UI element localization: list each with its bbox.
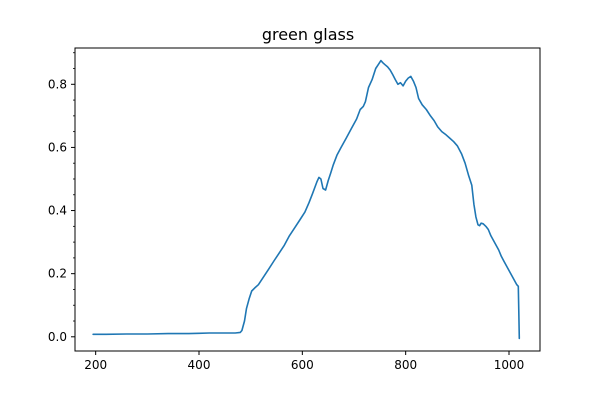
y-tick-label: 0.2 — [48, 267, 67, 281]
chart-title: green glass — [262, 25, 354, 44]
y-tick-label: 0.4 — [48, 204, 67, 218]
x-tick-label: 200 — [84, 358, 107, 372]
plot-area: 200 400 600 800 1000 0.0 0.2 0.4 0.6 0.8 — [48, 47, 541, 372]
y-tick-label: 0.0 — [48, 330, 67, 344]
axes-frame — [74, 47, 541, 352]
y-tick-label: 0.6 — [48, 140, 67, 154]
x-tick-label: 800 — [394, 358, 417, 372]
y-tick-label: 0.8 — [48, 77, 67, 91]
series-line-0 — [92, 59, 521, 340]
x-tick-label: 600 — [291, 358, 314, 372]
x-tick-label: 400 — [188, 358, 211, 372]
x-tick-label: 1000 — [494, 358, 525, 372]
